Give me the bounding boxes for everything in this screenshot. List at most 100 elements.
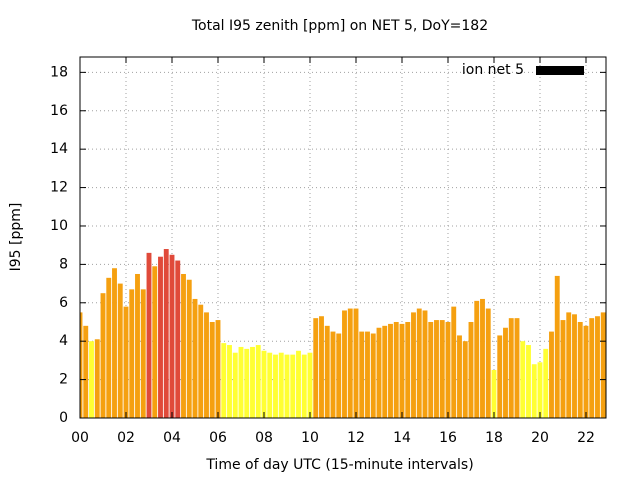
bar xyxy=(451,306,457,418)
plot-border xyxy=(79,56,607,419)
bar xyxy=(480,298,485,418)
bar xyxy=(301,354,307,418)
bar xyxy=(89,341,94,418)
bar xyxy=(232,352,238,418)
bar xyxy=(198,304,204,418)
bar xyxy=(152,266,158,418)
bar xyxy=(215,320,221,418)
chart-title: Total I95 zenith [ppm] on NET 5, DoY=182 xyxy=(191,18,488,34)
bar xyxy=(503,327,508,418)
bar xyxy=(106,277,112,418)
bar xyxy=(508,318,514,418)
y-tick-label: 8 xyxy=(59,256,68,272)
bar xyxy=(250,346,255,418)
x-tick-label: 20 xyxy=(531,430,549,446)
bar xyxy=(169,254,175,418)
bar xyxy=(140,289,146,418)
y-axis-label: I95 [ppm] xyxy=(8,203,24,272)
bar xyxy=(514,318,520,418)
bar xyxy=(549,331,554,418)
y-tick-label: 0 xyxy=(59,410,68,426)
bar xyxy=(595,316,600,418)
bar xyxy=(600,312,606,418)
bar xyxy=(589,318,595,418)
bar xyxy=(186,279,192,418)
bar xyxy=(554,275,560,418)
y-tick-label: 4 xyxy=(59,333,68,349)
bar xyxy=(336,333,342,418)
bar xyxy=(422,310,428,418)
bar xyxy=(405,321,411,418)
x-tick-label: 14 xyxy=(393,430,411,446)
legend-swatch xyxy=(536,66,584,75)
bar xyxy=(117,283,123,418)
x-tick-label: 06 xyxy=(209,430,227,446)
bar xyxy=(457,335,462,418)
bar xyxy=(163,249,169,418)
bar xyxy=(474,300,480,418)
bar xyxy=(572,314,577,418)
bar xyxy=(330,331,336,418)
bar xyxy=(583,325,589,418)
bar xyxy=(577,321,583,418)
bar xyxy=(123,306,129,418)
grid xyxy=(79,57,606,419)
bar xyxy=(560,320,566,418)
bar xyxy=(192,298,198,418)
x-tick-label: 22 xyxy=(577,430,595,446)
bar xyxy=(543,348,549,418)
bar xyxy=(347,308,353,418)
bar xyxy=(468,321,474,418)
x-tick-label: 08 xyxy=(255,430,273,446)
bar xyxy=(439,320,445,418)
bar xyxy=(434,320,439,418)
bar xyxy=(284,354,290,418)
bar xyxy=(83,325,89,418)
bar xyxy=(261,350,267,418)
bar xyxy=(209,321,215,418)
x-tick-label: 00 xyxy=(71,430,89,446)
bar xyxy=(491,369,497,418)
bar xyxy=(411,312,416,418)
bar xyxy=(313,318,319,418)
y-tick-label: 6 xyxy=(59,295,68,311)
bar xyxy=(342,310,347,418)
bar xyxy=(324,325,330,418)
bar xyxy=(485,308,491,418)
bar xyxy=(319,316,324,418)
x-axis-label: Time of day UTC (15-minute intervals) xyxy=(205,457,473,473)
bar xyxy=(520,341,526,418)
bar xyxy=(146,252,152,418)
bar xyxy=(296,350,301,418)
legend-label: ion net 5 xyxy=(462,62,524,78)
bar xyxy=(227,345,232,418)
x-tick-label: 02 xyxy=(117,430,135,446)
bar xyxy=(370,333,376,418)
y-tick-label: 2 xyxy=(59,372,68,388)
bar xyxy=(100,293,106,418)
bar xyxy=(158,256,163,418)
bar xyxy=(388,323,393,418)
bar xyxy=(129,289,135,418)
bar xyxy=(238,346,244,418)
bar xyxy=(359,331,365,418)
bar xyxy=(94,339,100,418)
x-tick-label: 18 xyxy=(485,430,503,446)
bar xyxy=(255,345,261,418)
bar xyxy=(307,352,313,418)
bar xyxy=(80,312,83,418)
y-tick-label: 18 xyxy=(50,64,68,80)
x-tick-label: 04 xyxy=(163,430,181,446)
bar xyxy=(399,323,405,418)
bar xyxy=(531,364,537,418)
bar xyxy=(382,325,388,418)
bar xyxy=(428,321,434,418)
y-tick-label: 12 xyxy=(50,180,68,196)
bar xyxy=(445,321,451,418)
x-tick-label: 10 xyxy=(301,430,319,446)
bar xyxy=(181,273,186,418)
bar xyxy=(278,352,284,418)
bar xyxy=(221,343,227,418)
